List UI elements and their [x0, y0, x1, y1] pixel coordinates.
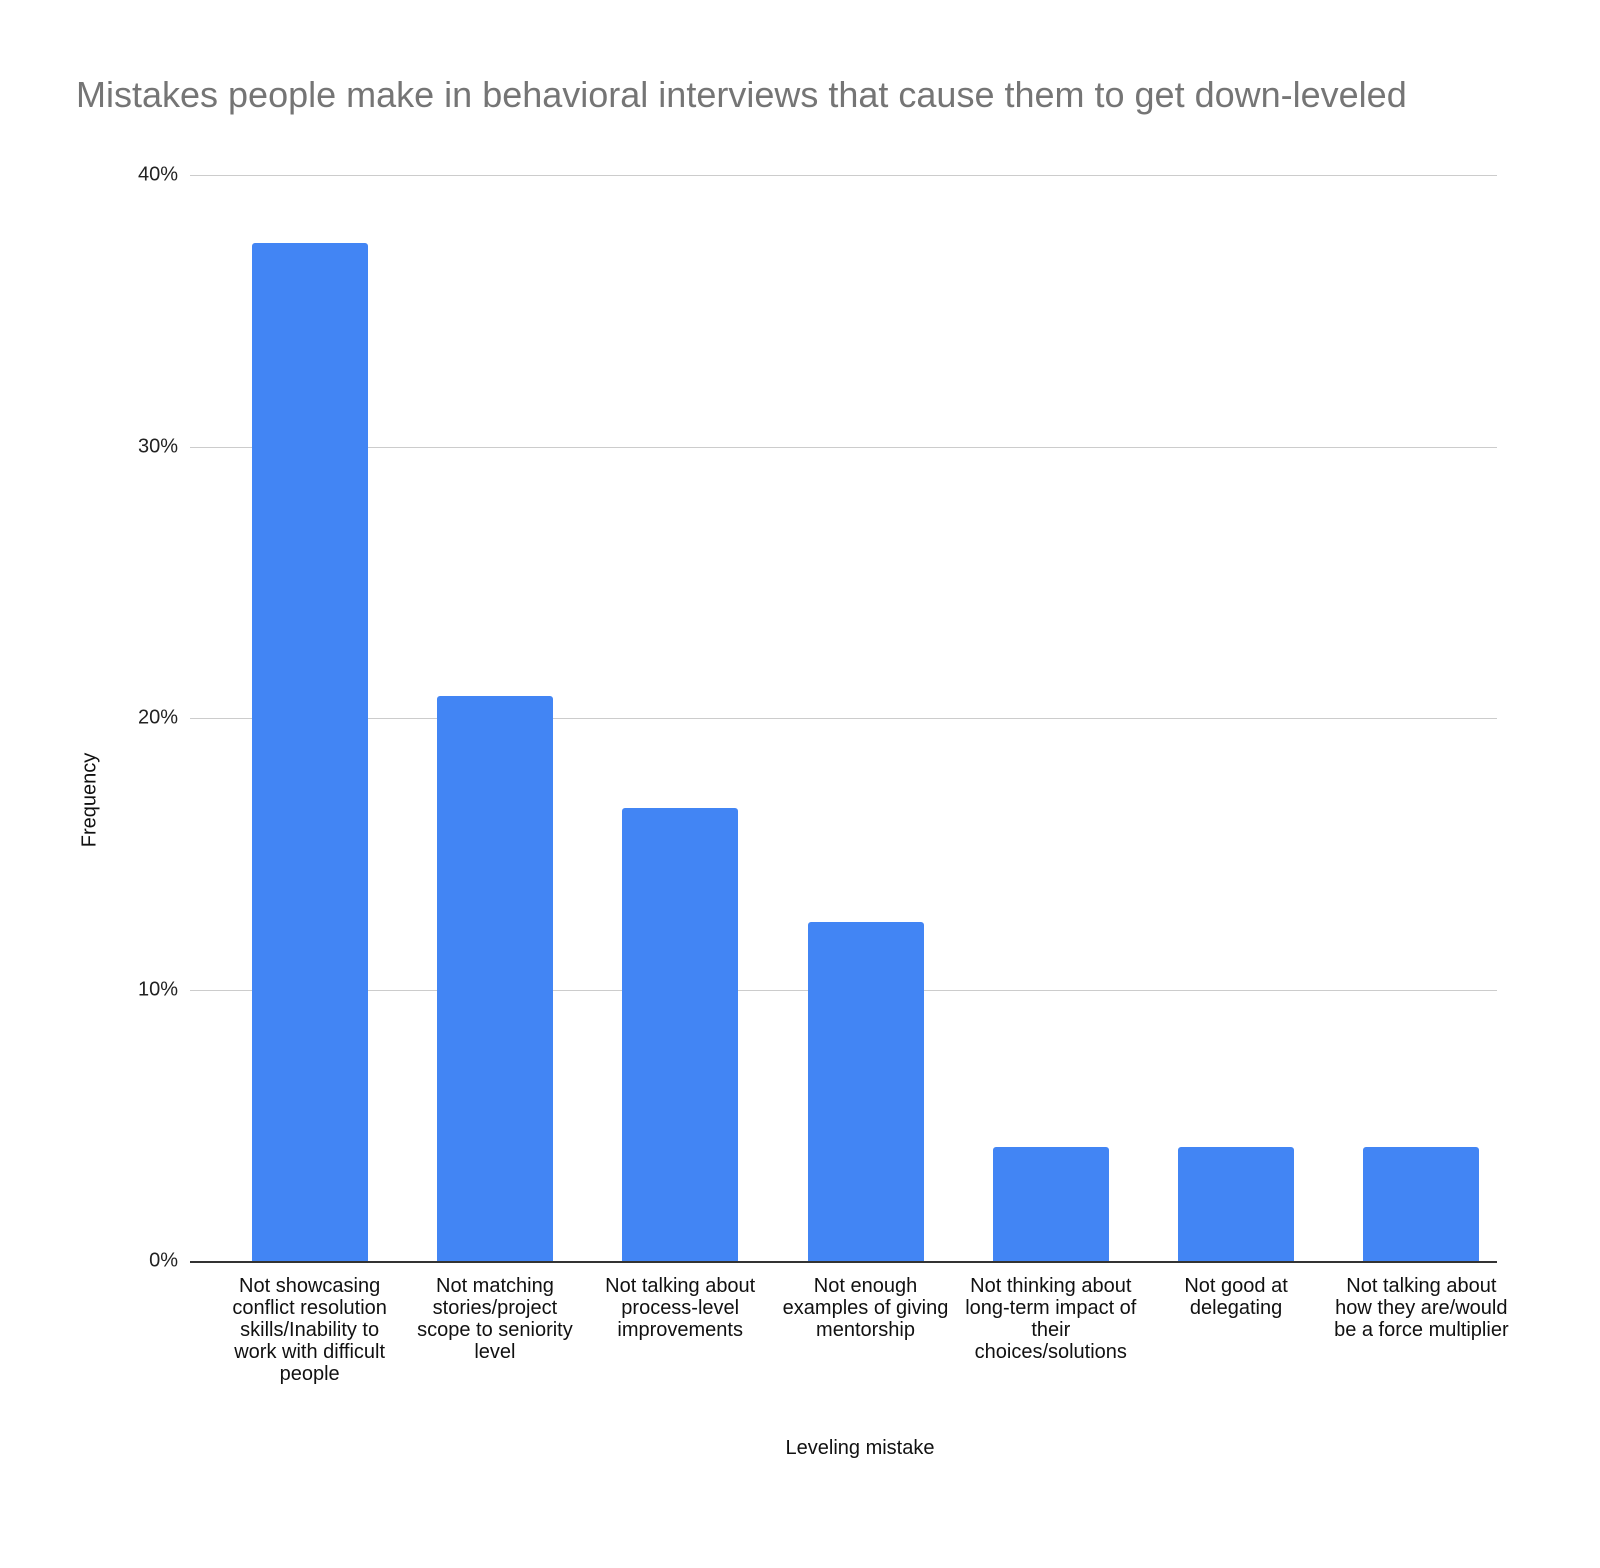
- gridline: [190, 175, 1497, 176]
- x-tick-label: Not thinking about long-term impact of t…: [965, 1275, 1137, 1363]
- x-axis-line: [190, 1261, 1497, 1263]
- gridline: [190, 718, 1497, 719]
- bar[interactable]: [1178, 1146, 1295, 1261]
- x-tick-label: Not matching stories/project scope to se…: [417, 1275, 573, 1363]
- bar[interactable]: [1363, 1146, 1480, 1261]
- bar[interactable]: [251, 242, 368, 1261]
- gridline: [190, 446, 1497, 448]
- y-tick-label: 20%: [137, 706, 178, 729]
- y-tick-label: 10%: [137, 978, 178, 1000]
- y-tick-label: 30%: [137, 435, 178, 457]
- x-axis-title: Leveling mistake: [785, 1437, 935, 1459]
- x-tick-label: Not talking about how they are/would be …: [1334, 1275, 1509, 1341]
- x-tick-label: Not talking about process-level improvem…: [605, 1275, 756, 1341]
- x-tick-label: Not enough examples of giving mentorship: [782, 1275, 949, 1341]
- plot-area: [190, 175, 1497, 1263]
- bar[interactable]: [992, 1146, 1109, 1261]
- y-tick-label: 40%: [137, 163, 178, 186]
- bar[interactable]: [436, 696, 553, 1261]
- chart-title: Mistakes people make in behavioral inter…: [76, 74, 1407, 115]
- y-tick-label: 0%: [149, 1249, 178, 1272]
- x-tick-label: Not showcasing conflict resolution skill…: [232, 1275, 387, 1385]
- bar[interactable]: [622, 807, 739, 1261]
- x-tick-label: Not good at delegating: [1184, 1275, 1288, 1319]
- y-axis-title: Frequency: [78, 752, 101, 848]
- bar[interactable]: [807, 921, 924, 1261]
